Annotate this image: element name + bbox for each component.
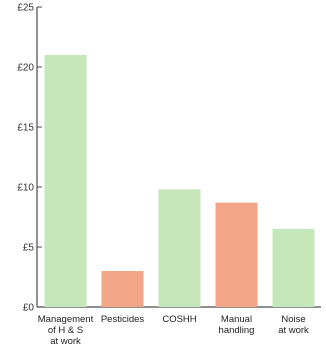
category-label-4: Noise at work: [278, 314, 309, 336]
y-tick-label-5: £25: [17, 3, 34, 14]
bar-1: [101, 271, 144, 307]
category-label-3: Manual handling: [219, 314, 255, 336]
bar-2: [158, 189, 201, 307]
category-label-1: Pesticides: [101, 314, 145, 325]
y-tick-label-2: £10: [17, 183, 34, 194]
y-tick-label-4: £20: [17, 63, 34, 74]
y-tick-label-0: £0: [23, 303, 35, 314]
bars: [44, 55, 315, 307]
bar-3: [215, 202, 258, 307]
y-tick-label-3: £15: [17, 123, 34, 134]
y-tick-label-1: £5: [23, 243, 35, 254]
bar-4: [272, 229, 315, 307]
bar-0: [44, 55, 87, 307]
y-ticks: £0 £5 £10 £15 £20 £25: [17, 3, 42, 314]
category-label-2: COSHH: [162, 314, 196, 325]
